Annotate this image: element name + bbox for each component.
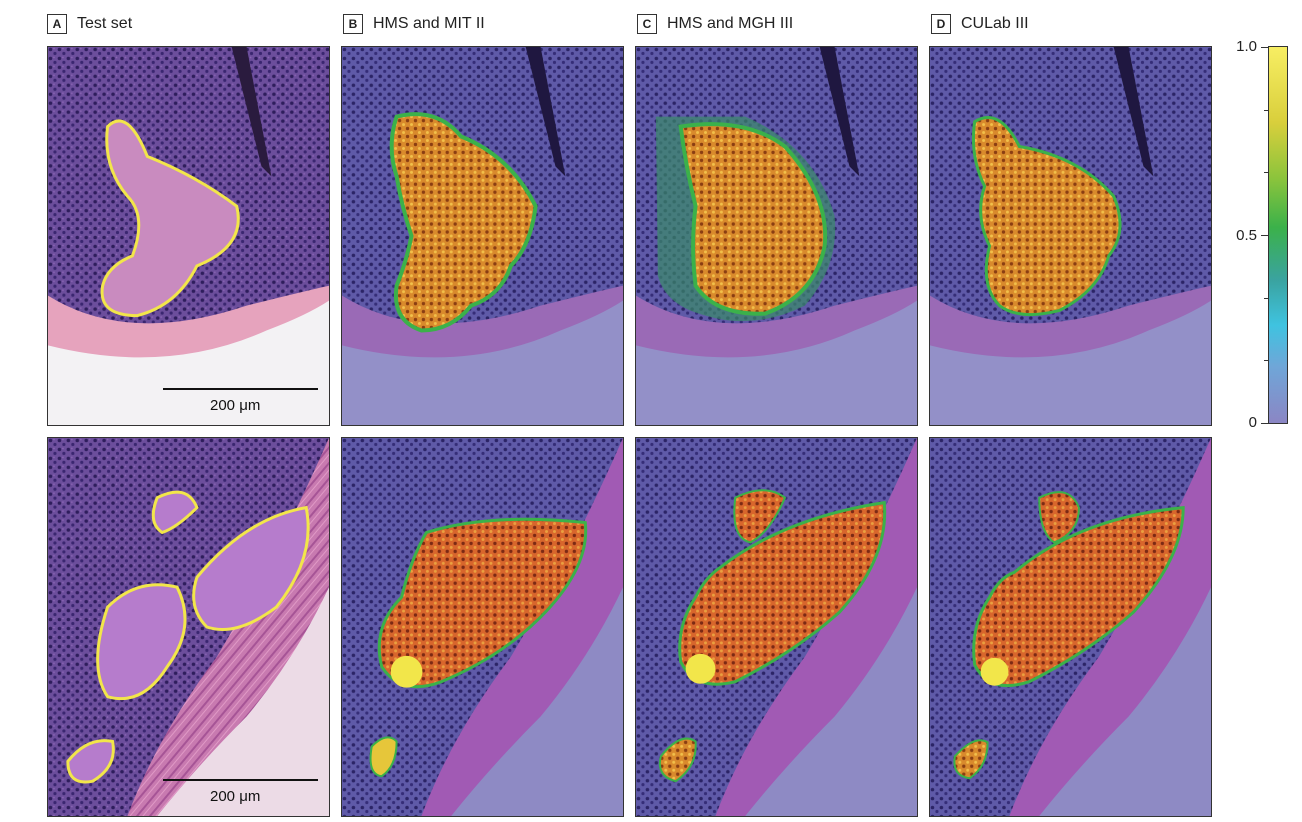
column-header-c: C HMS and MGH III — [637, 12, 793, 36]
tumor-annotation-outline — [151, 490, 199, 535]
prediction-heat-region — [678, 122, 828, 316]
panel-letter-b: B — [343, 14, 363, 34]
column-header-a: A Test set — [47, 12, 132, 36]
column-title-d: CULab III — [961, 15, 1029, 32]
scale-bar-label: 200 μm — [210, 397, 261, 414]
scale-bar-label: 200 μm — [210, 788, 261, 805]
colorbar-label-mid: 0.5 — [1236, 227, 1257, 244]
colorbar-tick — [1264, 298, 1268, 299]
high-probability-spot — [390, 655, 423, 688]
column-title-b: HMS and MIT II — [373, 15, 485, 32]
prediction-heat-region — [972, 505, 1185, 688]
histology-image — [48, 47, 329, 425]
heatmap-overlay — [342, 47, 623, 425]
scale-bar — [163, 779, 318, 781]
prediction-heat-region — [1038, 491, 1080, 544]
prediction-heat-region — [971, 116, 1122, 317]
column-title-a: Test set — [77, 15, 133, 32]
colorbar-tick — [1261, 235, 1268, 236]
prediction-heat-region — [369, 736, 398, 778]
tumor-annotation-outline — [96, 583, 187, 701]
panel-c-top — [635, 46, 918, 426]
probability-colorbar — [1268, 46, 1288, 424]
prediction-heat-region — [953, 739, 989, 780]
column-title-c: HMS and MGH III — [667, 15, 794, 32]
panel-d-bottom — [929, 437, 1212, 817]
prediction-heat-region — [389, 112, 538, 333]
prediction-heat-region — [678, 500, 887, 686]
high-probability-spot — [980, 657, 1009, 686]
panel-a-bottom: 200 μm — [47, 437, 330, 817]
tumor-annotation-outline — [100, 119, 240, 318]
panel-c-bottom — [635, 437, 918, 817]
heatmap-overlay — [636, 47, 917, 425]
tumor-annotation-outline — [192, 505, 310, 631]
prediction-heat-region — [733, 489, 787, 544]
panel-letter-a: A — [47, 14, 67, 34]
prediction-heat-region — [377, 517, 588, 689]
high-probability-spot — [685, 653, 716, 684]
histology-image — [48, 438, 329, 816]
colorbar-tick — [1261, 47, 1268, 48]
panel-b-top — [341, 46, 624, 426]
column-header-d: D CULab III — [931, 12, 1029, 36]
panel-b-bottom — [341, 437, 624, 817]
colorbar-tick — [1264, 360, 1268, 361]
panel-a-top: 200 μm — [47, 46, 330, 426]
panel-letter-c: C — [637, 14, 657, 34]
colorbar-tick — [1264, 110, 1268, 111]
panel-letter-d: D — [931, 14, 951, 34]
heatmap-overlay — [930, 438, 1211, 816]
colorbar-label-max: 1.0 — [1236, 38, 1257, 55]
heatmap-overlay — [342, 438, 623, 816]
colorbar-tick — [1261, 423, 1268, 424]
heatmap-overlay — [636, 438, 917, 816]
heatmap-overlay — [930, 47, 1211, 425]
panel-d-top — [929, 46, 1212, 426]
prediction-heat-region — [658, 737, 697, 783]
scale-bar — [163, 388, 318, 390]
tumor-annotation-outline — [66, 739, 115, 784]
colorbar-label-min: 0 — [1248, 414, 1257, 431]
colorbar-tick — [1264, 172, 1268, 173]
column-header-b: B HMS and MIT II — [343, 12, 485, 36]
